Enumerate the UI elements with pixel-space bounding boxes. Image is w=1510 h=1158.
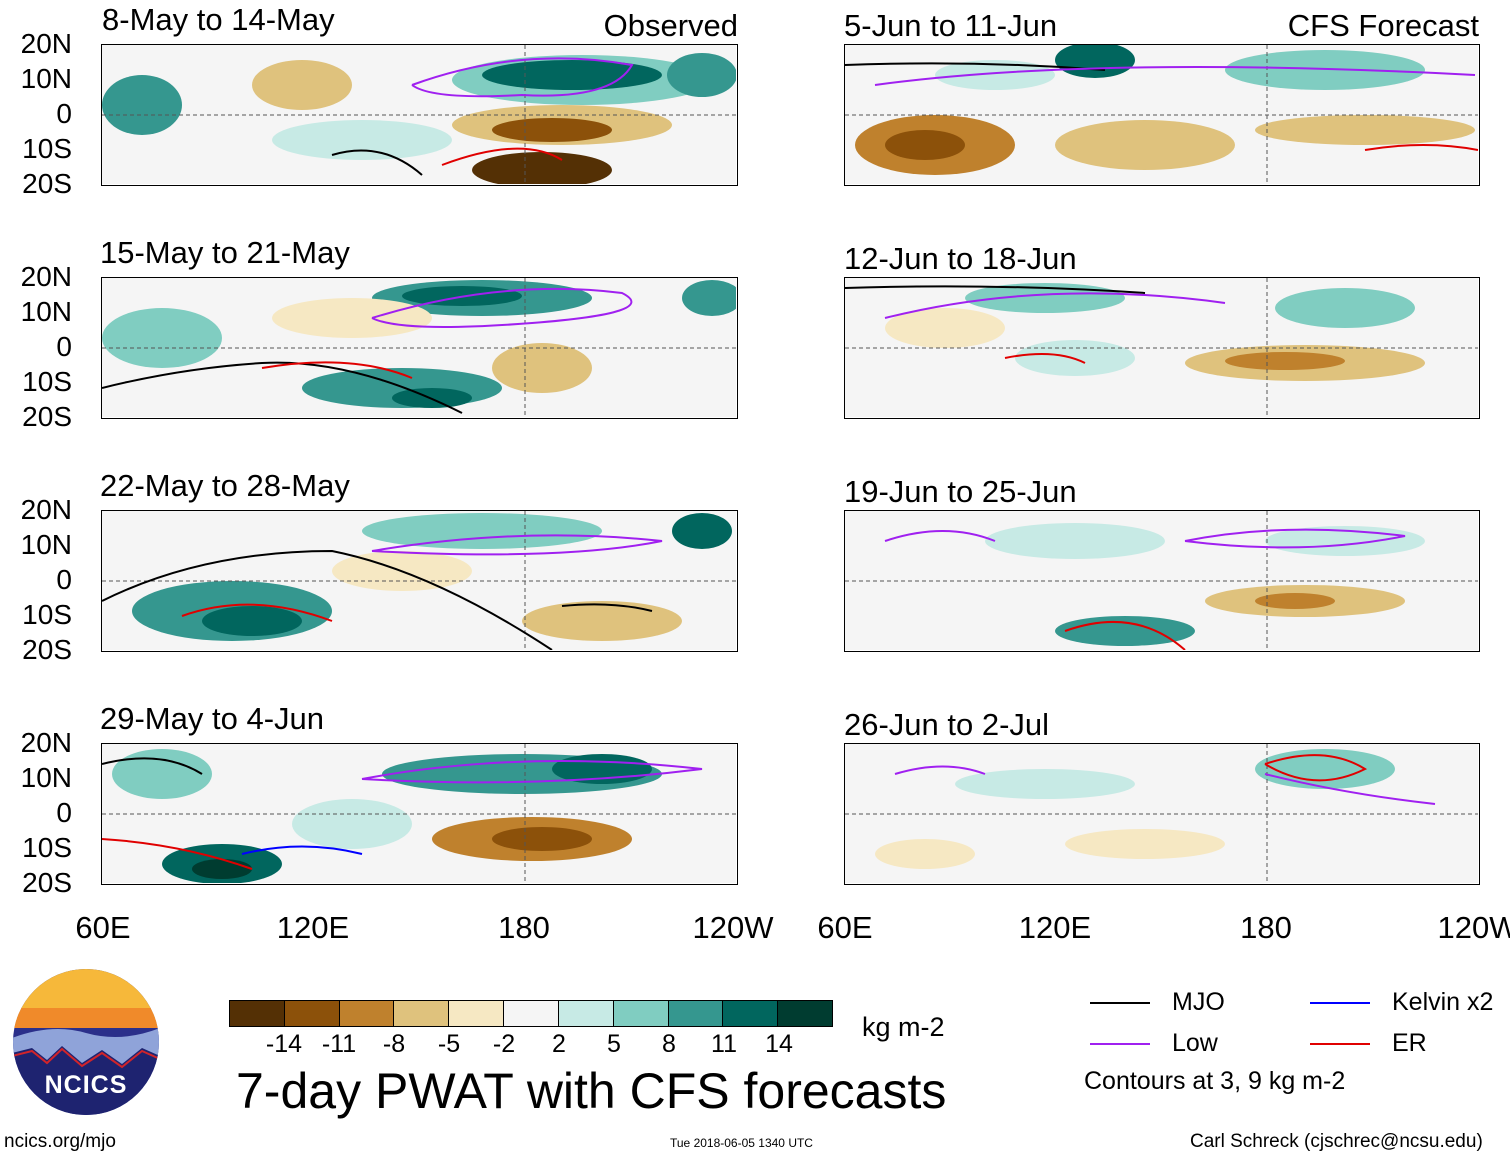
colorbar-tick: -5 xyxy=(437,1030,461,1058)
map-panel xyxy=(101,510,738,652)
map-panel xyxy=(844,44,1480,186)
footer-link[interactable]: ncics.org/mjo xyxy=(4,1131,116,1152)
legend-line-low xyxy=(1090,1043,1150,1045)
lat-label: 10S xyxy=(22,133,72,164)
lat-label: 0 xyxy=(56,98,72,129)
lat-label: 10S xyxy=(22,832,72,863)
colorbar-tick: 2 xyxy=(552,1030,566,1058)
footer-timestamp: Tue 2018-06-05 1340 UTC xyxy=(670,1136,813,1150)
legend-label-mjo: MJO xyxy=(1172,988,1225,1016)
colorbar-swatch xyxy=(448,1001,504,1026)
figure-title: 7-day PWAT with CFS forecasts xyxy=(236,1063,947,1119)
panel-title: 15-May to 21-May xyxy=(100,235,350,270)
lat-label: 20N xyxy=(20,494,72,525)
colorbar-swatch xyxy=(722,1001,778,1026)
lon-label: 180 xyxy=(498,910,550,945)
logo-text: NCICS xyxy=(44,1071,128,1099)
panel-tag-observed: Observed xyxy=(603,8,738,43)
panel-title: 12-Jun to 18-Jun xyxy=(844,241,1077,276)
colorbar-tick: 14 xyxy=(765,1030,793,1058)
legend-line-kelvin xyxy=(1310,1002,1370,1004)
colorbar-units: kg m-2 xyxy=(862,1012,945,1042)
panel-title: 8-May to 14-May xyxy=(102,2,335,37)
map-panel xyxy=(101,277,738,419)
lat-label: 10N xyxy=(20,762,72,793)
lat-label: 10S xyxy=(22,599,72,630)
lat-label: 20S xyxy=(22,401,72,432)
colorbar-tick: -14 xyxy=(265,1030,303,1058)
colorbar-tick: -11 xyxy=(321,1030,357,1058)
lat-label: 20N xyxy=(20,28,72,59)
colorbar-swatch xyxy=(338,1001,394,1026)
lat-label: 20S xyxy=(22,867,72,898)
colorbar-tick: 8 xyxy=(662,1030,676,1058)
lat-label: 20N xyxy=(20,261,72,292)
legend-note: Contours at 3, 9 kg m-2 xyxy=(1084,1067,1346,1095)
lon-label: 120E xyxy=(1018,910,1092,945)
colorbar-swatch xyxy=(230,1001,284,1026)
colorbar-tick: -2 xyxy=(492,1030,516,1058)
colorbar-tick: -8 xyxy=(382,1030,406,1058)
colorbar-swatch xyxy=(612,1001,668,1026)
colorbar-swatch xyxy=(503,1001,558,1026)
panel-title: 29-May to 4-Jun xyxy=(100,701,324,736)
map-panel xyxy=(844,510,1480,652)
lat-label: 0 xyxy=(56,797,72,828)
map-panel xyxy=(844,277,1480,419)
lat-label: 20S xyxy=(22,168,72,199)
lat-label: 20N xyxy=(20,727,72,758)
legend-line-mjo xyxy=(1090,1002,1150,1004)
colorbar-tick: 11 xyxy=(711,1030,737,1058)
lat-label: 10S xyxy=(22,366,72,397)
lat-label: 10N xyxy=(20,296,72,327)
map-panel xyxy=(101,44,738,186)
legend-label-low: Low xyxy=(1172,1029,1218,1057)
lat-label: 10N xyxy=(20,529,72,560)
panel-title: 19-Jun to 25-Jun xyxy=(844,474,1077,509)
ncics-logo: NCICS xyxy=(12,968,160,1116)
footer-credit: Carl Schreck (cjschrec@ncsu.edu) xyxy=(1190,1131,1483,1152)
lon-label: 120E xyxy=(276,910,350,945)
colorbar xyxy=(229,1000,833,1027)
panel-title: 26-Jun to 2-Jul xyxy=(844,707,1050,742)
panel-tag-forecast: CFS Forecast xyxy=(1287,8,1479,43)
colorbar-tick: 5 xyxy=(607,1030,621,1058)
panel-title: 5-Jun to 11-Jun xyxy=(844,8,1058,43)
map-panel xyxy=(844,743,1480,885)
colorbar-swatch xyxy=(777,1001,832,1026)
lon-label: 60E xyxy=(75,910,131,945)
lat-label: 10N xyxy=(20,63,72,94)
lat-label: 0 xyxy=(56,564,72,595)
legend-label-er: ER xyxy=(1392,1029,1427,1057)
lon-label: 180 xyxy=(1240,910,1292,945)
lon-label: 120W xyxy=(1437,910,1510,945)
colorbar-swatch xyxy=(393,1001,449,1026)
map-panel xyxy=(101,743,738,885)
lon-label: 120W xyxy=(692,910,774,945)
lon-label: 60E xyxy=(817,910,873,945)
colorbar-swatch xyxy=(283,1001,339,1026)
colorbar-swatch xyxy=(557,1001,613,1026)
lat-label: 20S xyxy=(22,634,72,665)
lat-label: 0 xyxy=(56,331,72,362)
colorbar-swatch xyxy=(667,1001,723,1026)
legend-line-er xyxy=(1310,1043,1370,1045)
legend-label-kelvin: Kelvin x2 xyxy=(1392,988,1494,1016)
panel-title: 22-May to 28-May xyxy=(100,468,350,503)
